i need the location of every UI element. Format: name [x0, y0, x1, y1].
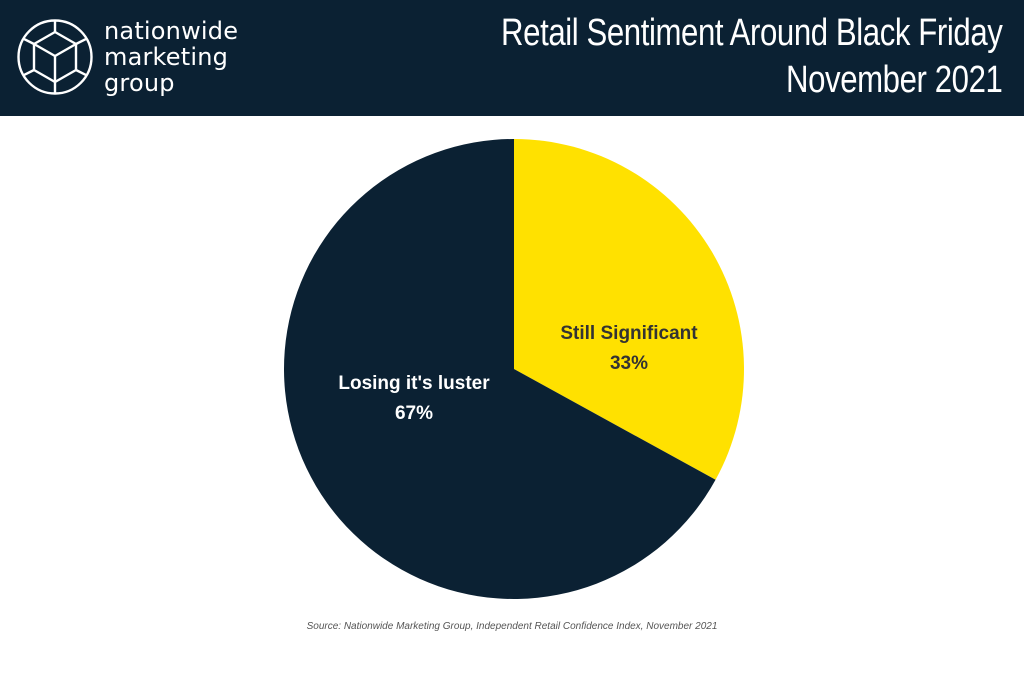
pie-chart: Still Significant 33% Losing it's luster 67… — [284, 139, 744, 599]
slice-label: Still Significant — [560, 323, 698, 344]
title-line-1: Retail Sentiment Around Black Friday — [500, 12, 1003, 54]
header-bar: nationwide marketing group Retail Sentim… — [0, 0, 1024, 116]
logo-line-3: group — [104, 69, 175, 97]
page-title: Retail Sentiment Around Black Friday Nov… — [500, 10, 1003, 104]
source-note: Source: Nationwide Marketing Group, Inde… — [306, 621, 718, 632]
pie-slice-still-significant — [514, 139, 744, 480]
slice-value-label: 67% — [395, 403, 433, 424]
slice-label: Losing it's luster — [338, 373, 490, 394]
logo-line-1: nationwide — [104, 17, 239, 45]
title-line-2: November 2021 — [785, 59, 1003, 101]
slice-value-label: 33% — [610, 353, 648, 374]
geometric-gem-logo-icon — [17, 19, 93, 95]
logo-line-2: marketing — [104, 43, 229, 71]
pie-slice-losing-it-s-luster — [284, 139, 716, 599]
logo-wordmark: nationwide marketing group — [104, 18, 238, 96]
